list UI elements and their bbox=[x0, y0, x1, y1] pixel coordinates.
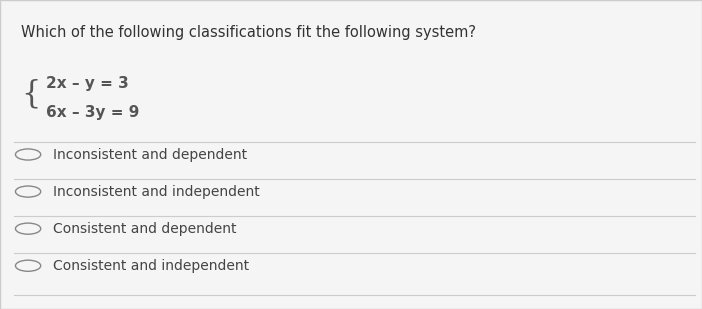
Text: Inconsistent and independent: Inconsistent and independent bbox=[53, 184, 260, 199]
Text: {: { bbox=[21, 78, 41, 109]
Circle shape bbox=[15, 186, 41, 197]
Text: Consistent and dependent: Consistent and dependent bbox=[53, 222, 236, 236]
Circle shape bbox=[15, 260, 41, 271]
Circle shape bbox=[15, 223, 41, 234]
Text: 6x – 3y = 9: 6x – 3y = 9 bbox=[46, 105, 139, 120]
Text: Which of the following classifications fit the following system?: Which of the following classifications f… bbox=[21, 25, 476, 40]
Text: Inconsistent and dependent: Inconsistent and dependent bbox=[53, 147, 247, 162]
Circle shape bbox=[15, 149, 41, 160]
Text: Consistent and independent: Consistent and independent bbox=[53, 259, 249, 273]
Text: 2x – y = 3: 2x – y = 3 bbox=[46, 76, 128, 91]
